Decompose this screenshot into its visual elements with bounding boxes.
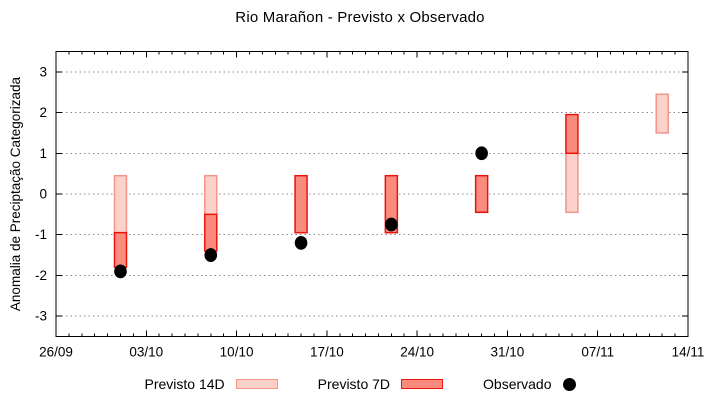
bar-previsto-7d-01/10	[113, 231, 128, 269]
legend-swatch-7d-icon	[401, 379, 444, 389]
legend-label-observado: Observado	[483, 376, 552, 392]
observado-point-15/10	[294, 235, 308, 250]
bar-previsto-7d-22/10	[384, 174, 399, 234]
observado-point-22/10	[385, 217, 398, 232]
chart-title: Rio Marañon - Previsto x Observado	[235, 9, 485, 26]
y-tick-label: 2	[39, 105, 47, 120]
x-tick-label: 03/10	[129, 345, 163, 360]
legend-label-previsto-7d: Previsto 7D	[317, 376, 391, 392]
y-tick-label: -1	[35, 227, 47, 242]
legend-item-previsto-7d: Previsto 7D	[317, 376, 444, 392]
bar-previsto-14d-08/10	[204, 174, 218, 216]
bar-previsto-7d-29/10	[474, 174, 489, 214]
y-tick-label: 3	[39, 64, 47, 79]
bar-previsto-14d-05/11	[565, 152, 579, 214]
y-tick-label: -2	[35, 268, 47, 283]
x-tick-label: 10/10	[220, 345, 254, 360]
legend: Previsto 14D Previsto 7D Observado	[0, 373, 720, 395]
y-tick-label: -3	[35, 309, 47, 324]
bar-previsto-7d-05/11	[565, 113, 579, 155]
bar-previsto-14d-12/11	[655, 93, 669, 134]
x-tick-label: 31/10	[491, 345, 525, 360]
x-tick-label: 07/11	[581, 345, 614, 360]
bar-previsto-7d-08/10	[204, 213, 218, 252]
bar-previsto-14d-01/10	[113, 174, 128, 234]
y-tick-label: 1	[39, 146, 47, 161]
legend-label-previsto-14d: Previsto 14D	[144, 376, 225, 392]
legend-swatch-14d-icon	[235, 379, 278, 389]
y-tick-label: 0	[39, 187, 47, 202]
observado-point-08/10	[204, 248, 218, 262]
bar-previsto-7d-15/10	[294, 174, 308, 234]
x-tick-label: 14/11	[672, 345, 705, 360]
x-tick-label: 24/10	[400, 345, 434, 360]
x-tick-label: 17/10	[310, 345, 344, 360]
legend-swatch-observado-icon	[562, 377, 576, 391]
legend-item-observado: Observado	[483, 376, 576, 392]
legend-item-previsto-14d: Previsto 14D	[145, 376, 278, 392]
observado-point-01/10	[114, 264, 127, 279]
observado-point-29/10	[475, 146, 488, 161]
x-tick-label: 26/09	[39, 345, 73, 360]
